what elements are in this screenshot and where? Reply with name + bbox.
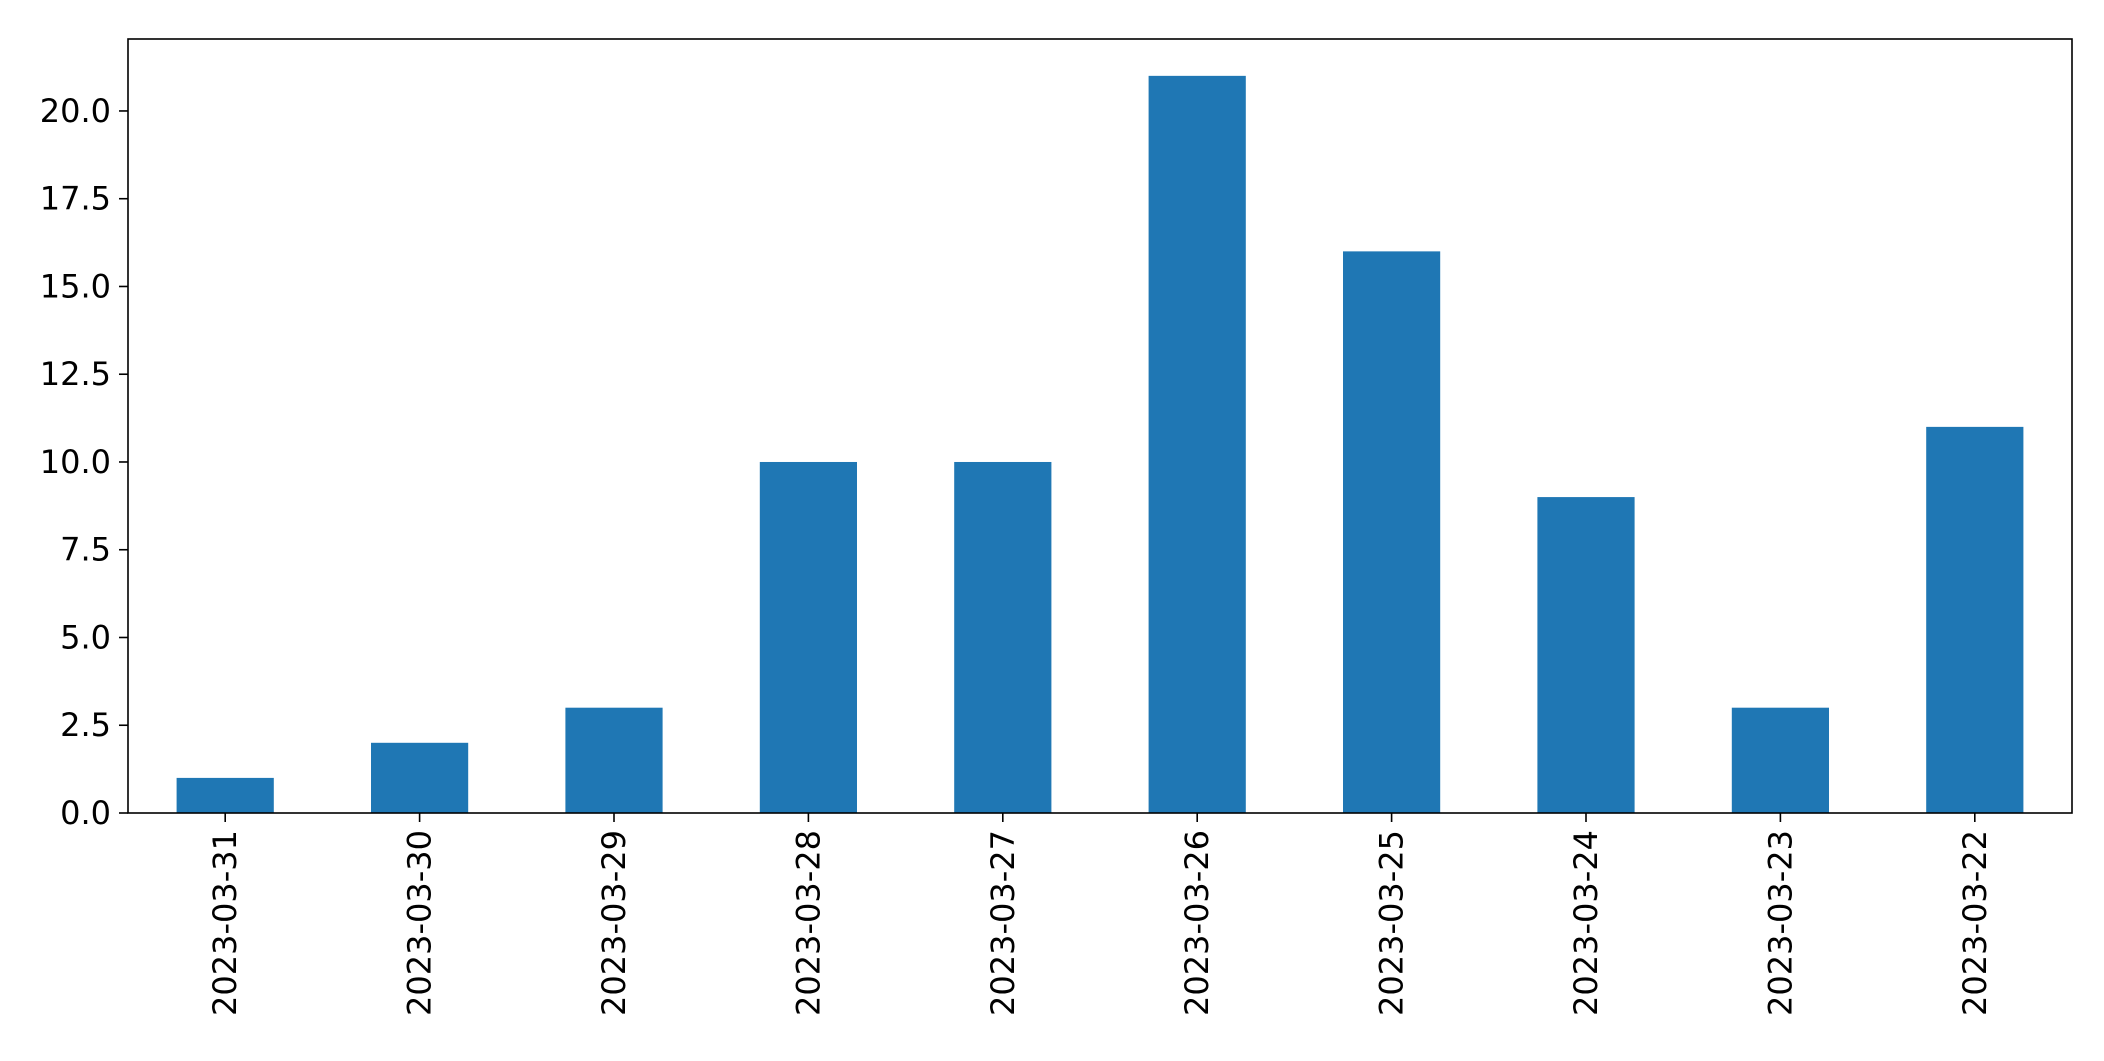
y-tick-label: 10.0 (40, 443, 111, 481)
plot-frame (127, 38, 2073, 814)
x-tick-label: 2023-03-23 (1761, 830, 1799, 1016)
x-axis: 2023-03-31 2023-03-30 2023-03-29 2023-03-28… (206, 813, 1994, 1016)
bar-2023-03-30 (371, 742, 469, 813)
x-tick-label: 2023-03-30 (401, 830, 439, 1016)
x-tick-label: 2023-03-28 (789, 830, 827, 1016)
bar-2023-03-26 (1148, 75, 1246, 814)
bar-2023-03-29 (565, 707, 663, 813)
bar-2023-03-28 (759, 461, 857, 813)
bar-2023-03-23 (1731, 707, 1829, 813)
bar-2023-03-24 (1537, 497, 1635, 813)
x-tick-label: 2023-03-24 (1567, 830, 1605, 1016)
y-tick-label: 17.5 (40, 180, 111, 218)
y-tick-label: 5.0 (60, 618, 111, 656)
x-tick-label: 2023-03-26 (1178, 830, 1216, 1016)
x-tick-label: 2023-03-22 (1956, 830, 1994, 1016)
x-tick-label: 2023-03-31 (206, 830, 244, 1016)
x-tick-label: 2023-03-29 (595, 830, 633, 1016)
y-tick-label: 2.5 (60, 706, 111, 744)
y-axis: 0.0 2.5 5.0 7.5 10.0 12.5 15.0 17.5 20.0 (40, 92, 128, 832)
bar-2023-03-22 (1926, 426, 2024, 813)
bar-2023-03-27 (954, 461, 1052, 813)
y-tick-label: 12.5 (40, 355, 111, 393)
y-tick-label: 20.0 (40, 92, 111, 130)
x-tick-label: 2023-03-27 (984, 830, 1022, 1016)
bars-group (176, 75, 2024, 814)
bar-2023-03-31 (176, 777, 274, 813)
x-tick-label: 2023-03-25 (1373, 830, 1411, 1016)
y-tick-label: 15.0 (40, 267, 111, 305)
bar-2023-03-25 (1343, 251, 1441, 814)
y-tick-label: 7.5 (60, 531, 111, 569)
y-tick-label: 0.0 (60, 794, 111, 832)
